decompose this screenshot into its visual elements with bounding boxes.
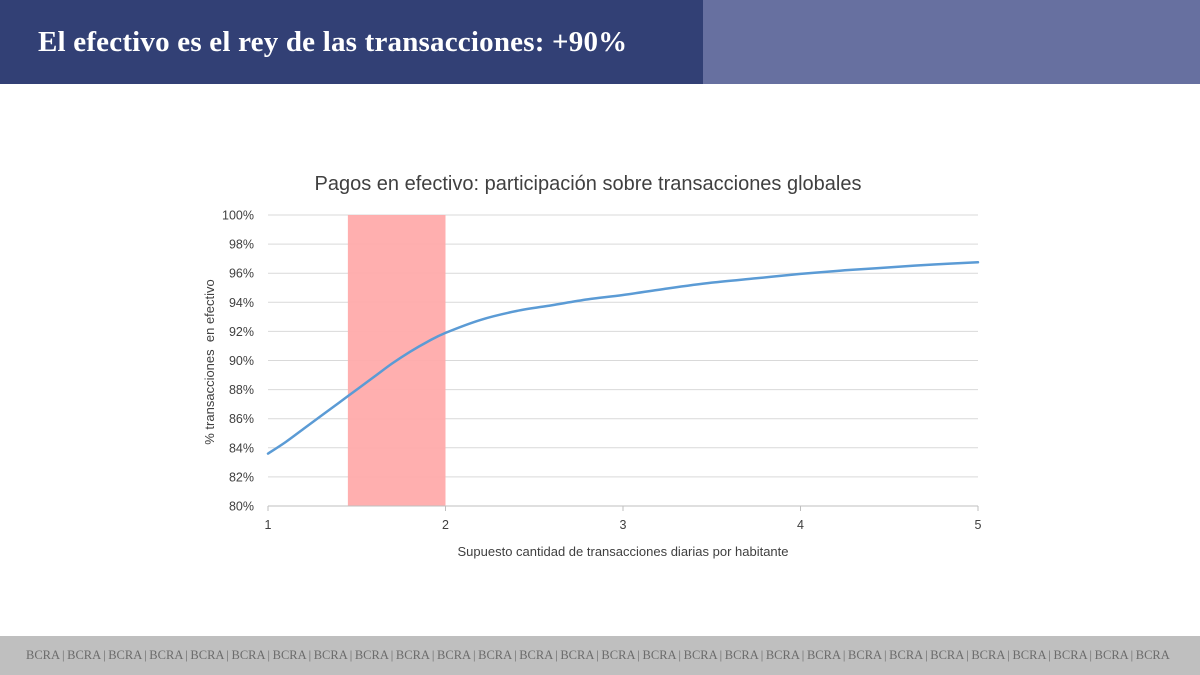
y-axis-label: % transacciones en efectivo (202, 279, 217, 444)
y-tick-label: 80% (229, 500, 254, 514)
footer-bar: BCRA | BCRA | BCRA | BCRA | BCRA | BCRA … (0, 636, 1200, 675)
y-tick-label: 100% (222, 209, 254, 223)
header-title-box: El efectivo es el rey de las transaccion… (0, 0, 703, 84)
x-tick-label: 2 (442, 518, 449, 532)
x-tick-label: 5 (975, 518, 982, 532)
y-tick-label: 84% (229, 441, 254, 455)
slide-title: El efectivo es el rey de las transaccion… (38, 25, 628, 58)
y-tick-label: 88% (229, 383, 254, 397)
chart-title: Pagos en efectivo: participación sobre t… (315, 173, 862, 195)
line-chart: Pagos en efectivo: participación sobre t… (202, 173, 982, 559)
y-tick-label: 82% (229, 470, 254, 484)
y-tick-label: 96% (229, 267, 254, 281)
y-tick-label: 94% (229, 296, 254, 310)
x-tick-label: 4 (797, 518, 804, 532)
y-tick-labels: 80% 82% 84% 86% 88% 90% 92% 94% 96% 98% 100% (222, 209, 254, 514)
y-tick-label: 86% (229, 412, 254, 426)
x-tick-label: 3 (620, 518, 627, 532)
x-axis-label: Supuesto cantidad de transacciones diari… (458, 544, 789, 559)
y-tick-label: 98% (229, 238, 254, 252)
header-bar: El efectivo es el rey de las transaccion… (0, 0, 1200, 84)
x-tick-label: 1 (265, 518, 272, 532)
series-line (266, 261, 980, 455)
footer-text: BCRA | BCRA | BCRA | BCRA | BCRA | BCRA … (26, 648, 1170, 662)
y-tick-label: 90% (229, 354, 254, 368)
x-tick-labels: 1 2 3 4 5 (265, 518, 982, 532)
header-accent (703, 0, 1200, 84)
chart-area: Pagos en efectivo: participación sobre t… (0, 84, 1200, 636)
y-tick-label: 92% (229, 325, 254, 339)
series-layer (266, 261, 980, 455)
axes (267, 505, 979, 511)
